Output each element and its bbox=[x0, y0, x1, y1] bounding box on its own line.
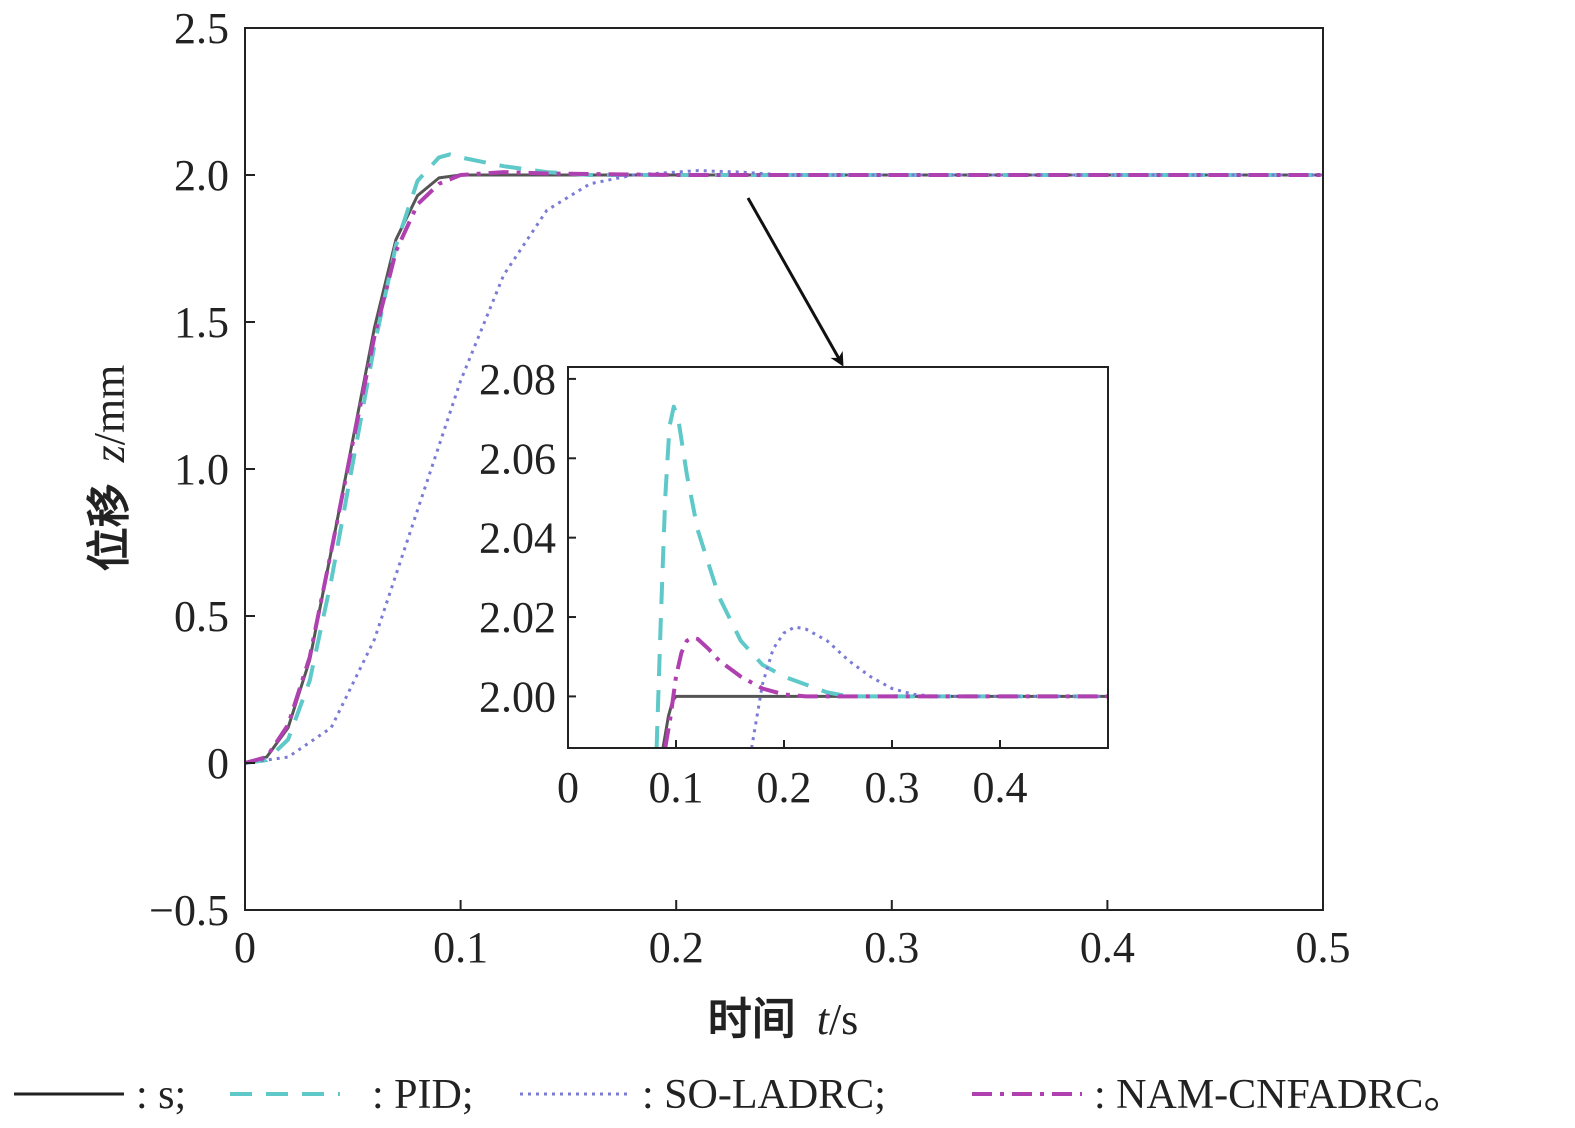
main-plot-frame bbox=[244, 27, 1324, 911]
inset-x-tick-label: 0.2 bbox=[757, 763, 812, 812]
inset-background bbox=[568, 367, 1108, 748]
main-ticks: 0 0.1 0.2 0.3 0.4 0.5−0.500.51.01.52.02.5 bbox=[149, 4, 1350, 972]
main-y-tick-label: 0 bbox=[207, 739, 229, 788]
main-x-tick-label: 0.2 bbox=[649, 923, 704, 972]
inset-x-tick-label: 0.4 bbox=[973, 763, 1028, 812]
legend: : s; : PID; : SO-LADRC; : NAM-CNFADRC。 bbox=[14, 1072, 1465, 1118]
main-y-tick-label: 0.5 bbox=[174, 592, 229, 641]
main-x-tick-label: 0.3 bbox=[864, 923, 919, 972]
main-x-tick-label: 0.1 bbox=[433, 923, 488, 972]
inset-x-tick-label: 0.3 bbox=[865, 763, 920, 812]
x-axis-label-var: t bbox=[817, 995, 831, 1044]
y-axis-label-unit: /mm bbox=[85, 365, 134, 446]
inset-x-tick-label: 0 bbox=[557, 763, 579, 812]
main-series-pid bbox=[245, 152, 1323, 765]
inset-series-nam-cnfadrc bbox=[663, 635, 1108, 748]
legend-label-so-ladrc: : SO-LADRC; bbox=[642, 1072, 886, 1118]
legend-label-s: : s; bbox=[136, 1072, 186, 1118]
y-axis-label-cn: 位移 bbox=[85, 483, 134, 571]
legend-label-nam-cnfadrc: : NAM-CNFADRC。 bbox=[1094, 1072, 1465, 1118]
main-y-tick-label: 2.0 bbox=[174, 151, 229, 200]
legend-label-pid: : PID; bbox=[372, 1072, 474, 1118]
main-chart: 0 0.1 0.2 0.3 0.4 0.5−0.500.51.01.52.02.5 时间 … bbox=[85, 4, 1351, 1044]
inset-y-tick-label: 2.06 bbox=[479, 434, 556, 483]
y-axis-label-var: z bbox=[85, 445, 134, 463]
inset-plot-frame bbox=[567, 366, 1109, 749]
main-x-tick-label: 0 bbox=[234, 923, 256, 972]
inset-chart: 0 0.1 0.2 0.3 0.4 2.00 2.02 2.04 2.06 2.08 bbox=[479, 355, 1109, 812]
x-axis-label: 时间 t/s bbox=[708, 995, 859, 1044]
inset-y-tick-label: 2.00 bbox=[479, 672, 556, 721]
main-series-so-ladrc bbox=[245, 169, 1323, 765]
main-x-tick-label: 0.5 bbox=[1296, 923, 1351, 972]
main-series-nam-cnfadrc bbox=[245, 170, 1323, 765]
main-y-tick-label: −0.5 bbox=[149, 886, 229, 935]
zoom-arrow bbox=[746, 197, 844, 367]
main-y-tick-label: 1.5 bbox=[174, 298, 229, 347]
main-curves bbox=[245, 152, 1323, 765]
inset-y-tick-label: 2.02 bbox=[479, 593, 556, 642]
inset-y-tick-label: 2.08 bbox=[479, 355, 556, 404]
inset-x-tick-label: 0.1 bbox=[649, 763, 704, 812]
main-y-tick-label: 2.5 bbox=[174, 4, 229, 53]
x-axis-label-unit: /s bbox=[829, 995, 858, 1044]
inset-series-pid bbox=[654, 404, 1108, 748]
y-axis-label: 位移 z/mm bbox=[85, 365, 134, 572]
x-axis-label-cn: 时间 bbox=[708, 995, 796, 1044]
main-x-tick-label: 0.4 bbox=[1080, 923, 1135, 972]
inset-ticks: 0 0.1 0.2 0.3 0.4 2.00 2.02 2.04 2.06 2.08 bbox=[479, 355, 1028, 812]
main-y-tick-label: 1.0 bbox=[174, 445, 229, 494]
inset-curves bbox=[654, 404, 1108, 748]
inset-y-tick-label: 2.04 bbox=[479, 514, 556, 563]
